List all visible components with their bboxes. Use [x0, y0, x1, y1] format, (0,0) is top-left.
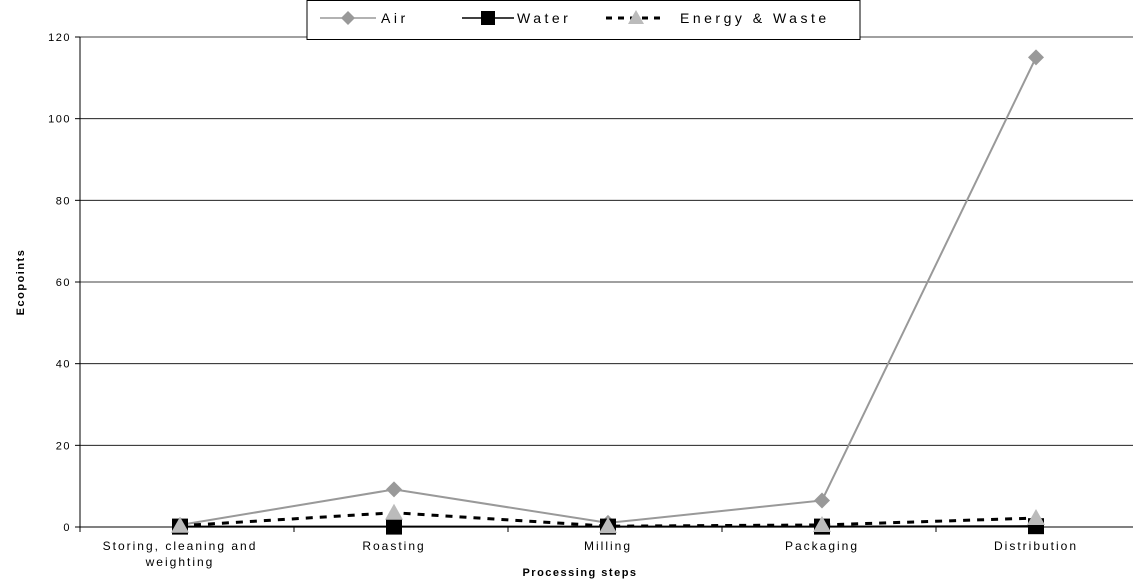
data-point-water — [386, 519, 402, 535]
series-air — [172, 49, 1044, 533]
y-tick-label: 60 — [56, 277, 71, 289]
y-tick-label: 120 — [48, 32, 71, 44]
data-point-air — [1028, 49, 1044, 65]
legend-label-air: Air — [381, 10, 409, 26]
legend: Air Water Energy & Waste — [307, 1, 860, 40]
y-tick-label: 80 — [56, 195, 71, 207]
data-point-air — [814, 492, 830, 508]
x-tick-label: Distribution — [994, 539, 1078, 553]
y-axis-title: Ecopoints — [15, 249, 27, 316]
data-point-energy-waste — [1027, 509, 1045, 525]
legend-marker-water — [481, 11, 495, 25]
legend-label-water: Water — [517, 10, 571, 26]
series-line-air — [180, 57, 1036, 525]
series-layer — [171, 49, 1045, 534]
x-axis-title: Processing steps — [522, 567, 637, 579]
axes — [75, 37, 1133, 532]
data-point-air — [386, 481, 402, 497]
gridlines — [80, 37, 1133, 445]
x-tick-label: Packaging — [785, 539, 859, 553]
y-tick-label: 100 — [48, 114, 71, 126]
legend-label-energy-waste: Energy & Waste — [680, 10, 830, 26]
series-energy-waste — [171, 504, 1045, 533]
x-tick-label: Milling — [584, 539, 632, 553]
y-tick-label: 40 — [56, 359, 71, 371]
data-point-energy-waste — [385, 504, 403, 520]
x-tick-label: Roasting — [362, 539, 425, 553]
y-tick-label: 20 — [56, 440, 71, 452]
y-tick-label: 0 — [63, 522, 71, 534]
